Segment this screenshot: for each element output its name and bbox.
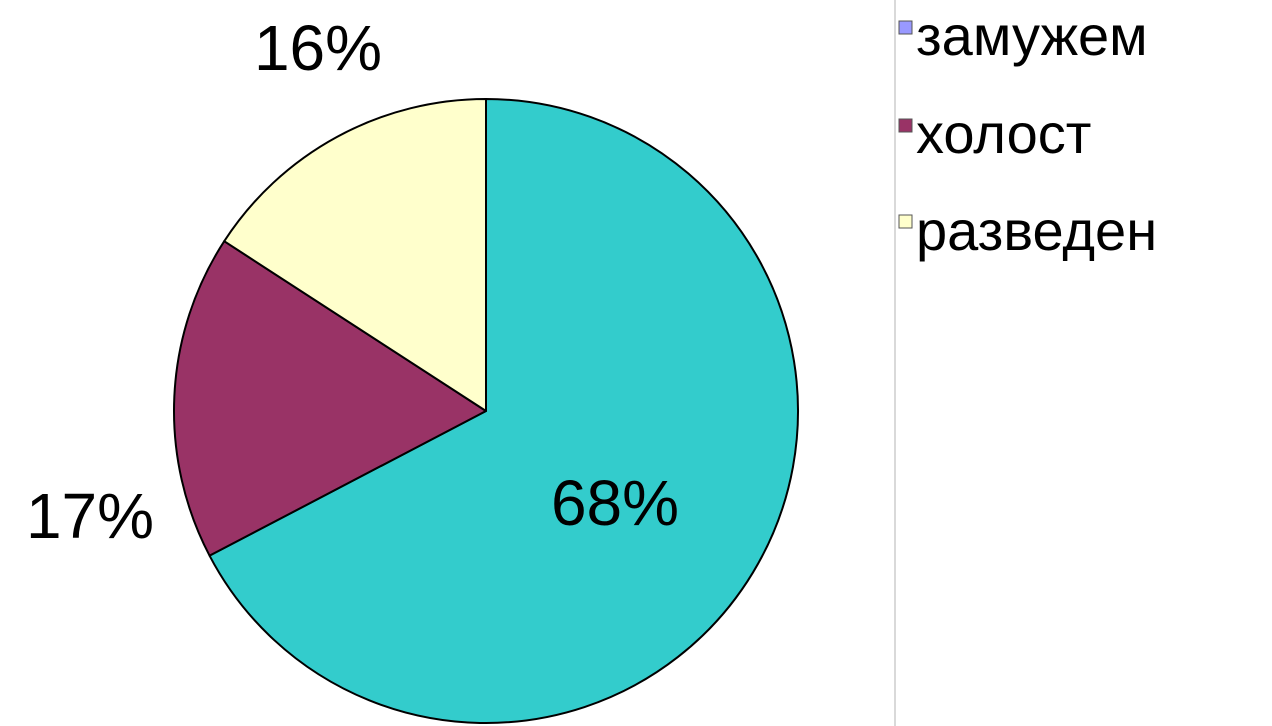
pie-slices	[173, 98, 799, 724]
data-label-single: 17%	[26, 480, 154, 552]
legend-marker-married	[898, 20, 913, 35]
data-label-married: 68%	[551, 467, 679, 539]
legend-label-single: холост	[916, 102, 1091, 165]
legend-marker-divorced	[898, 214, 913, 229]
pie-slice-married	[208, 98, 799, 724]
pie-slice-divorced	[223, 98, 487, 412]
legend: замужем холост разведен	[898, 4, 1157, 262]
pie-data-labels: 68% 17% 16%	[26, 12, 679, 552]
legend-label-divorced: разведен	[916, 199, 1157, 262]
pie-slice-single	[173, 240, 487, 557]
legend-label-married: замужем	[916, 4, 1148, 67]
data-label-divorced: 16%	[254, 12, 382, 84]
legend-marker-single	[898, 118, 913, 133]
